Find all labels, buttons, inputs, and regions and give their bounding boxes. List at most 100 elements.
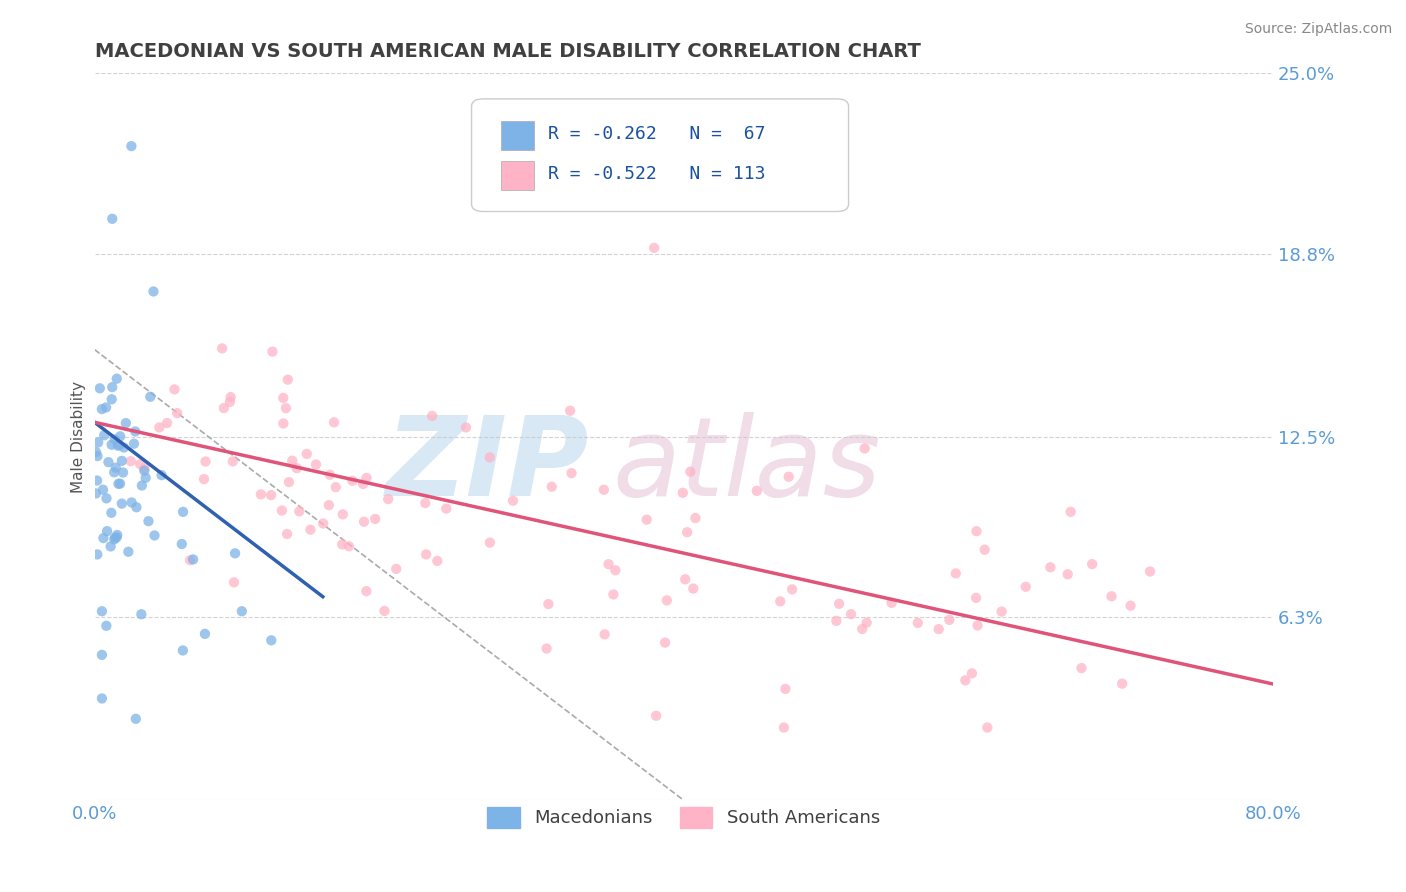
Point [93, 428, 115, 442]
Point [337, 539, 360, 553]
Point [260, 488, 283, 502]
Point [100, 438, 122, 452]
Point [778, 469, 800, 483]
Point [305, 458, 328, 472]
Point [281, 453, 304, 467]
Point [685, 511, 707, 525]
Point [593, 627, 616, 641]
Point [966, 618, 988, 632]
Point [880, 596, 903, 610]
Point [179, 553, 201, 567]
Point [97, 455, 120, 469]
Point [299, 523, 322, 537]
Point [655, 593, 678, 607]
Point [91, 691, 114, 706]
Point [828, 597, 851, 611]
Point [285, 461, 308, 475]
Point [101, 211, 124, 226]
Point [131, 478, 153, 492]
Point [104, 433, 127, 447]
Point [194, 627, 217, 641]
Text: Source: ZipAtlas.com: Source: ZipAtlas.com [1244, 22, 1392, 37]
Point [773, 721, 796, 735]
Point [454, 420, 477, 434]
Point [415, 548, 437, 562]
Point [672, 485, 695, 500]
Point [973, 542, 995, 557]
Point [593, 483, 616, 497]
Point [108, 429, 131, 443]
Point [103, 533, 125, 547]
Point [364, 512, 387, 526]
Point [117, 545, 139, 559]
Point [990, 605, 1012, 619]
Point [276, 527, 298, 541]
Point [104, 460, 127, 475]
Point [434, 501, 457, 516]
Point [96, 619, 118, 633]
Point [356, 584, 378, 599]
FancyBboxPatch shape [471, 99, 849, 211]
Point [1101, 589, 1123, 603]
Point [194, 454, 217, 468]
Point [537, 597, 560, 611]
Point [907, 615, 929, 630]
Point [960, 666, 983, 681]
Point [1081, 557, 1104, 571]
FancyBboxPatch shape [501, 161, 534, 190]
Point [413, 496, 436, 510]
Point [342, 474, 364, 488]
Text: MACEDONIAN VS SOUTH AMERICAN MALE DISABILITY CORRELATION CHART: MACEDONIAN VS SOUTH AMERICAN MALE DISABI… [94, 42, 921, 61]
Point [945, 566, 967, 581]
Point [163, 383, 186, 397]
Point [124, 425, 146, 439]
Point [1070, 661, 1092, 675]
Point [271, 391, 294, 405]
Point [94, 401, 117, 415]
Point [323, 415, 346, 429]
Point [135, 471, 157, 485]
Point [312, 516, 335, 531]
Point [86, 548, 108, 562]
Point [111, 454, 134, 468]
Point [780, 582, 803, 597]
Point [84, 486, 107, 500]
Point [353, 515, 375, 529]
Point [105, 372, 128, 386]
Point [212, 401, 235, 415]
Point [540, 480, 562, 494]
Text: atlas: atlas [613, 412, 882, 519]
Point [352, 476, 374, 491]
Point [1056, 567, 1078, 582]
Point [560, 403, 582, 417]
Point [101, 380, 124, 394]
Point [1015, 580, 1038, 594]
Point [111, 497, 134, 511]
Point [120, 139, 142, 153]
Point [965, 591, 987, 605]
Point [100, 506, 122, 520]
Y-axis label: Male Disability: Male Disability [72, 381, 86, 492]
Point [745, 483, 768, 498]
Point [478, 535, 501, 549]
Point [172, 505, 194, 519]
Point [104, 531, 127, 545]
Point [598, 558, 620, 572]
Point [129, 457, 152, 471]
Point [319, 467, 342, 482]
Point [148, 420, 170, 434]
Point [1139, 565, 1161, 579]
Point [839, 607, 862, 622]
Point [105, 530, 128, 544]
Legend: Macedonians, South Americans: Macedonians, South Americans [479, 799, 887, 835]
Point [250, 487, 273, 501]
Point [166, 406, 188, 420]
Point [112, 441, 135, 455]
Point [172, 643, 194, 657]
Point [125, 500, 148, 515]
Point [278, 475, 301, 489]
Point [373, 604, 395, 618]
Point [853, 442, 876, 456]
Point [673, 572, 696, 586]
Point [682, 582, 704, 596]
